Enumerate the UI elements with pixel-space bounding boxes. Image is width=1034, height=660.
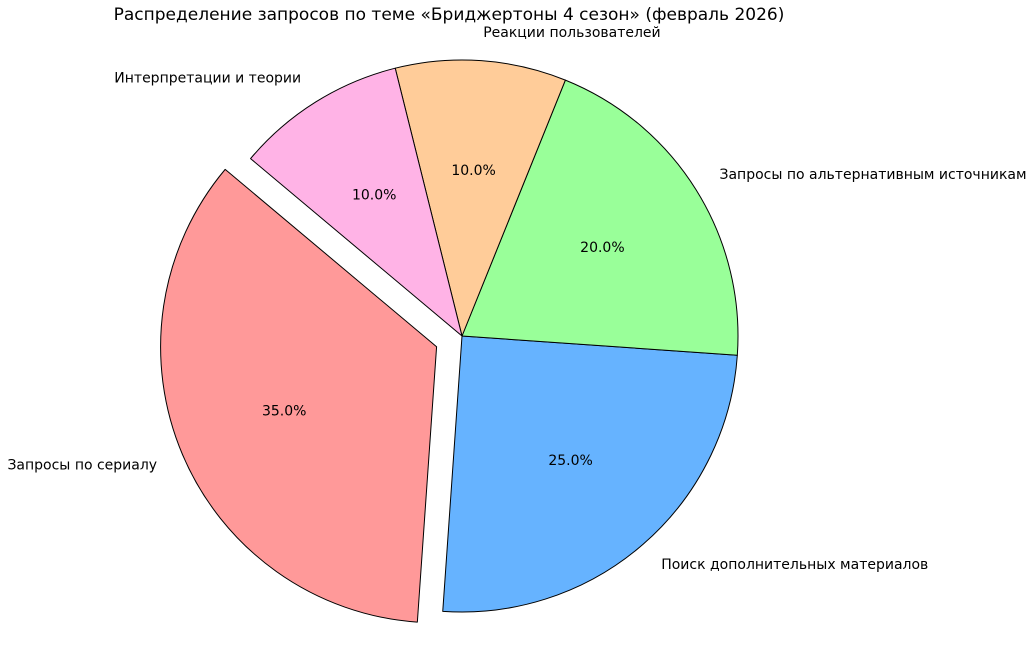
- pie-slices-layer: [160, 59, 739, 623]
- pie-slice-label: Запросы по сериалу: [7, 457, 157, 473]
- pie-slice: [160, 168, 438, 623]
- pie-slice-pct: 10.0%: [451, 163, 495, 179]
- chart-title: Распределение запросов по теме «Бриджерт…: [114, 5, 785, 25]
- pie-slice-pct: 20.0%: [580, 240, 624, 256]
- pie-slice: [461, 79, 739, 356]
- pie-slice-pct: 10.0%: [352, 188, 396, 204]
- pie-slice: [250, 67, 463, 337]
- pie-slice: [394, 59, 566, 337]
- pie-slice-label: Интерпретации и теории: [114, 71, 301, 87]
- pie-labels-layer: 35.0% Запросы по сериалу 25.0% Поиск дополн…: [7, 25, 1026, 573]
- pie-slice: [442, 335, 738, 613]
- pie-slice-label: Поиск дополнительных материалов: [661, 557, 928, 573]
- pie-slice-label: Реакции пользователей: [483, 25, 660, 41]
- pie-slice-label: Запросы по альтернативным источникам: [720, 167, 1027, 183]
- pie-slice-pct: 35.0%: [262, 404, 306, 420]
- pie-slice-pct: 25.0%: [548, 453, 592, 469]
